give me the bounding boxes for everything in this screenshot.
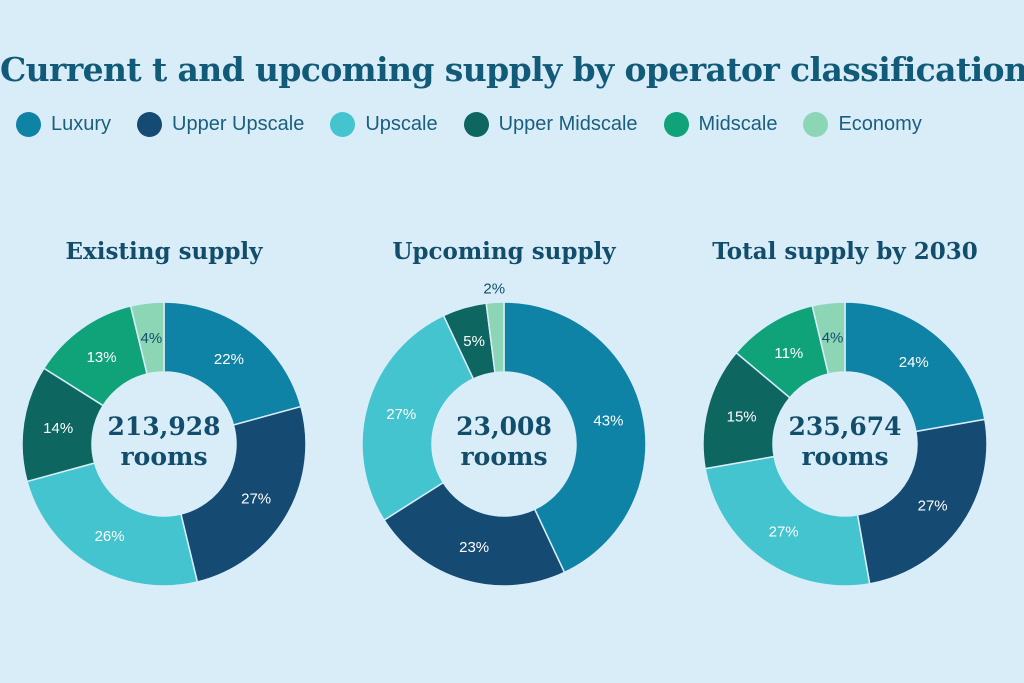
legend-item-upper-upscale: Upper Upscale [137, 111, 305, 137]
legend-item-midscale: Midscale [663, 111, 778, 137]
center-total: 235,674 [788, 412, 901, 441]
legend-swatch-upper-midscale [463, 111, 489, 137]
donut-chart-existing-supply: Existing supply 22% 27% 26% 14% 13% 4% 213,928r… [21, 238, 307, 587]
legend-swatch-upscale [330, 111, 356, 137]
slice-upper-upscale [383, 481, 566, 587]
center-total: 213,928 [107, 412, 220, 441]
legend-swatch-upper-upscale [137, 111, 163, 137]
slice-label-economy: 4% [141, 330, 163, 347]
slice-label-economy: 4% [822, 330, 844, 347]
center-unit: rooms [120, 442, 207, 471]
slice-label-upper-midscale: 5% [463, 333, 485, 350]
slice-label-luxury: 22% [214, 351, 244, 368]
slice-label-upper-upscale: 23% [459, 539, 489, 556]
slice-label-upper-upscale: 27% [241, 490, 271, 507]
panel-title: Upcoming supply [392, 238, 616, 265]
legend-item-upper-midscale: Upper Midscale [463, 111, 638, 137]
donut-chart-total-supply-by-2030: Total supply by 2030 24% 27% 27% 15% 11% 4% 235… [702, 238, 988, 587]
slice-label-economy: 2% [483, 280, 505, 297]
donut-hole [432, 372, 576, 516]
slice-label-upscale: 26% [95, 528, 125, 545]
slice-label-midscale: 13% [87, 349, 117, 366]
legend-label-economy: Economy [838, 112, 922, 135]
panel-title: Total supply by 2030 [712, 238, 978, 265]
donut-hole [92, 372, 236, 516]
legend-swatch-economy [803, 111, 829, 137]
legend-label-upper-midscale: Upper Midscale [498, 112, 638, 135]
slice-label-upper-midscale: 14% [43, 420, 73, 437]
legend-item-luxury: Luxury [16, 111, 112, 137]
legend-label-luxury: Luxury [51, 112, 112, 135]
legend: Luxury Upper Upscale Upscale Upper Midsc… [16, 110, 948, 138]
slice-label-upscale: 27% [769, 524, 799, 541]
panel-title: Existing supply [65, 238, 263, 265]
center-total: 23,008 [456, 412, 552, 441]
donut-hole [773, 372, 917, 516]
center-unit: rooms [801, 442, 888, 471]
legend-label-midscale: Midscale [698, 112, 778, 135]
slice-label-luxury: 43% [593, 413, 623, 430]
legend-label-upper-upscale: Upper Upscale [172, 112, 305, 135]
slice-label-upscale: 27% [386, 406, 416, 423]
center-unit: rooms [460, 442, 547, 471]
legend-item-upscale: Upscale [330, 111, 438, 137]
slice-label-upper-upscale: 27% [918, 497, 948, 514]
slice-label-midscale: 11% [774, 345, 803, 362]
chart-title: Current t and upcoming supply by operato… [0, 50, 1024, 89]
slice-label-luxury: 24% [899, 354, 929, 371]
legend-label-upscale: Upscale [365, 112, 438, 135]
slice-label-upper-midscale: 15% [727, 408, 757, 425]
legend-item-economy: Economy [803, 111, 922, 137]
legend-swatch-midscale [663, 111, 689, 137]
legend-swatch-luxury [16, 111, 41, 137]
